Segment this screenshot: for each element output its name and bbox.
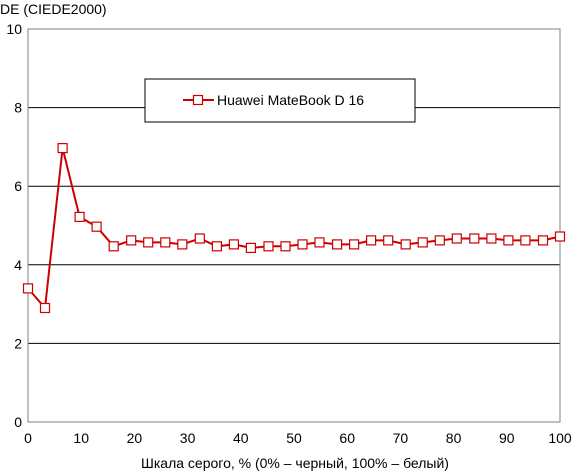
data-point [554, 231, 566, 242]
y-axis-title: DE (CIEDE2000) [0, 1, 107, 17]
x-tick-label: 60 [339, 430, 355, 446]
x-axis-title: Шкала серого, % (0% – черный, 100% – бел… [141, 455, 449, 471]
data-point [383, 235, 394, 246]
x-axis-ticks: 0 10 20 30 40 50 60 70 80 90 100 [24, 430, 572, 446]
y-tick-label: 2 [14, 335, 22, 351]
data-point [537, 235, 549, 246]
data-point [486, 233, 497, 244]
data-point [108, 241, 119, 252]
data-point [366, 235, 377, 246]
data-point [263, 241, 274, 252]
data-point [126, 235, 137, 246]
y-axis-ticks: 0 2 4 6 8 10 [6, 21, 22, 430]
data-point [228, 239, 239, 250]
x-tick-label: 50 [286, 430, 302, 446]
y-tick-label: 0 [14, 414, 22, 430]
data-point [297, 239, 308, 250]
data-point [177, 239, 188, 250]
data-point [143, 237, 154, 248]
data-point [245, 242, 256, 253]
x-tick-label: 0 [24, 430, 32, 446]
data-point [211, 241, 222, 252]
y-tick-label: 6 [14, 178, 22, 194]
x-tick-label: 80 [446, 430, 462, 446]
data-point [74, 211, 85, 222]
y-tick-label: 8 [14, 100, 22, 116]
data-point [400, 239, 411, 250]
x-tick-label: 70 [393, 430, 409, 446]
plot-area [27, 28, 561, 423]
data-point [520, 235, 531, 246]
series-layer [22, 143, 566, 314]
gridlines [28, 107, 560, 344]
data-point [469, 233, 480, 244]
x-tick-label: 90 [499, 430, 515, 446]
legend-marker [192, 94, 204, 106]
x-tick-label: 40 [233, 430, 249, 446]
data-point [194, 233, 205, 244]
data-point [39, 302, 51, 314]
data-point [434, 235, 445, 246]
data-point [57, 143, 68, 154]
series-line [27, 147, 561, 311]
data-point [91, 221, 102, 232]
data-point [314, 237, 325, 248]
data-point [451, 233, 462, 244]
legend: Huawei MateBook D 16 [144, 78, 416, 123]
x-tick-label: 30 [180, 430, 196, 446]
data-point [417, 237, 428, 248]
legend-label: Huawei MateBook D 16 [217, 92, 364, 108]
data-point [160, 237, 171, 248]
x-tick-label: 10 [73, 430, 89, 446]
y-tick-label: 10 [6, 21, 22, 37]
x-tick-label: 20 [127, 430, 143, 446]
data-point [332, 239, 343, 250]
x-tick-label: 100 [548, 430, 572, 446]
data-point [349, 239, 360, 250]
y-tick-label: 4 [14, 257, 22, 273]
data-point [280, 241, 291, 252]
data-point [503, 235, 514, 246]
data-point [22, 283, 34, 294]
